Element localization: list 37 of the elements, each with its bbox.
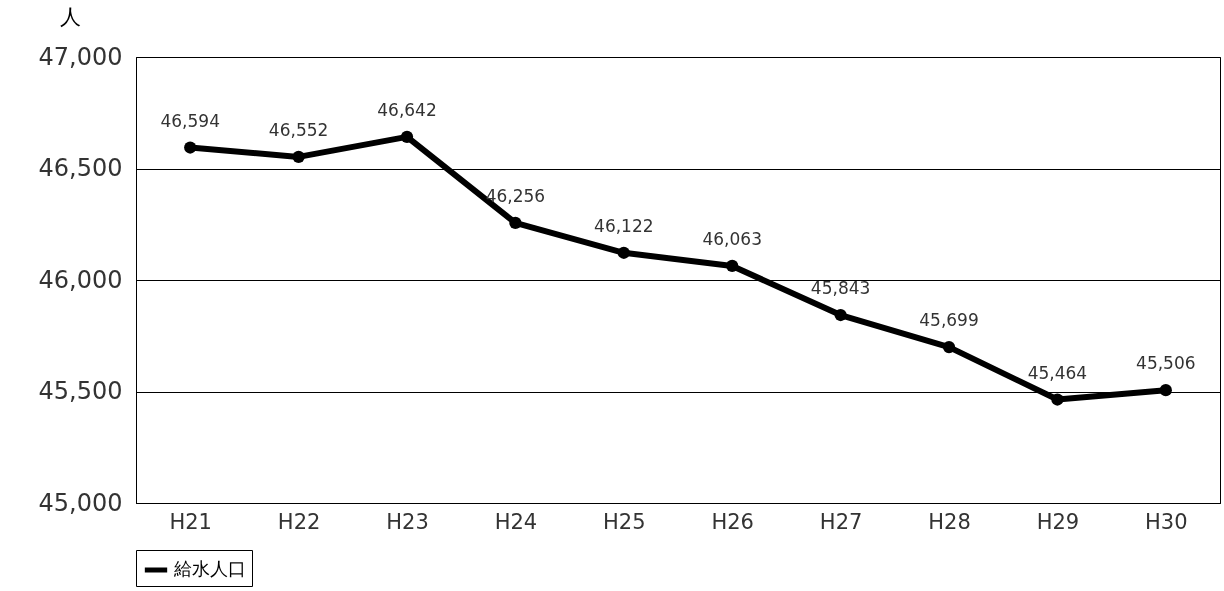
data-label: 46,063: [702, 228, 762, 249]
y-tick-label: 45,000: [38, 488, 123, 517]
data-label: 45,843: [810, 278, 871, 299]
data-label: 46,552: [268, 119, 329, 140]
x-tick-label: H24: [494, 509, 538, 534]
x-tick-label: H27: [819, 509, 863, 534]
point: [400, 130, 414, 143]
x-tick-label: H25: [603, 509, 646, 534]
data-label: 45,464: [1027, 362, 1088, 383]
data-label: 46,122: [594, 215, 654, 236]
legend-label: 給水人口: [173, 558, 246, 579]
point: [1051, 393, 1064, 406]
point: [292, 150, 305, 164]
point: [834, 308, 847, 322]
x-tick-label: H28: [928, 509, 971, 534]
x-tick-label: H21: [169, 509, 212, 534]
data-label: 45,506: [1136, 353, 1196, 374]
x-tick-label: H30: [1145, 509, 1188, 534]
x-tick-label: H23: [386, 509, 429, 534]
x-tick-label: H22: [277, 509, 321, 534]
point: [184, 141, 197, 154]
point: [1159, 384, 1172, 397]
x-tick-label: H26: [711, 509, 754, 534]
point: [942, 341, 956, 354]
point: [509, 216, 522, 230]
y-axis-title: 人: [60, 4, 81, 29]
x-tick-label: H29: [1036, 509, 1080, 534]
data-label: 46,642: [377, 99, 437, 120]
data-label: 46,594: [160, 110, 220, 131]
y-tick-label: 46,000: [38, 265, 123, 294]
y-tick-label: 45,500: [38, 377, 123, 405]
y-tick-label: 47,000: [38, 42, 123, 71]
data-label: 46,256: [485, 185, 546, 206]
point: [617, 246, 630, 259]
data-label: 45,699: [919, 310, 979, 331]
point: [726, 259, 739, 273]
y-tick-label: 46,500: [38, 154, 123, 182]
